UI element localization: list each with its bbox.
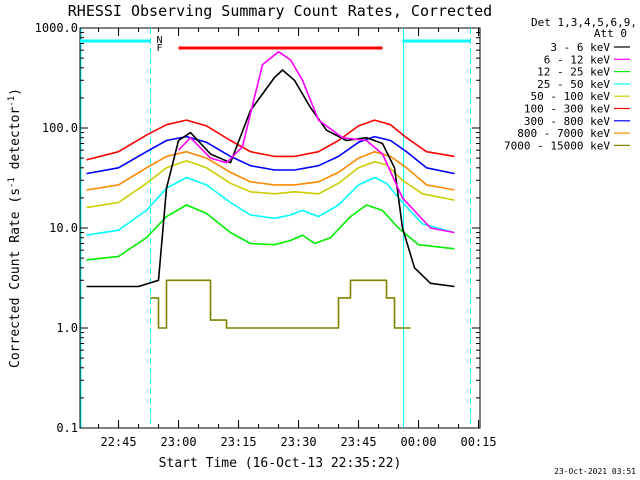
x-tick-label: 00:15 [460,435,496,449]
plot-frame [79,27,481,429]
y-tick-label: 0.1 [56,421,78,435]
y-axis-label-mid: detector [8,107,23,178]
legend-label: 6 - 12 keV [544,53,611,66]
series-line-1 [177,50,455,234]
attenuator-markers: NF [80,28,472,428]
series-line-5 [86,119,455,161]
y-tick-label: 10.0 [49,221,78,235]
x-tick-label: 23:30 [280,435,316,449]
legend-label: 25 - 50 keV [537,78,610,91]
legend-label: 12 - 25 keV [537,66,610,79]
legend-title-1: Det 1,3,4,5,6,9, [531,16,637,29]
y-tick-label: 1000.0 [35,21,78,35]
y-tick-label: 100.0 [42,121,78,135]
series-line-2 [86,204,455,261]
series-line-7 [86,150,455,191]
y-axis-label-main: Corrected Count Rate (s [8,188,23,368]
y-axis-label-end: ) [8,88,23,96]
y-axis: 0.1 1.0 10.0 100.0 1000.0 [35,21,480,435]
attenuator-label-n: N [157,35,163,46]
x-axis: 22:45 23:00 23:15 23:30 23:45 00:00 00:15 [98,28,497,449]
series-lines [86,50,455,329]
legend-label: 100 - 300 keV [524,103,610,116]
x-tick-label: 23:00 [160,435,196,449]
flare-label-f: F [157,43,163,54]
legend-label: 800 - 7000 keV [517,127,610,140]
x-tick-label: 00:00 [400,435,436,449]
series-line-6 [86,135,455,175]
series-line-0 [86,69,455,288]
chart-title: RHESSI Observing Summary Count Rates, Co… [68,2,492,20]
y-axis-label-sup-1: -1 [7,177,17,188]
legend-label: 7000 - 15000 keV [504,139,610,152]
y-axis-label-sup-2: -1 [7,96,17,107]
legend-label: 3 - 6 keV [550,41,610,54]
footer-date: 23-Oct-2021 03:51 [554,467,636,476]
x-tick-label: 23:45 [340,435,376,449]
x-axis-label: Start Time (16-Oct-13 22:35:22) [159,456,402,471]
legend-title-2: Att 0 [594,27,627,40]
x-tick-label: 22:45 [100,435,136,449]
y-axis-label: Corrected Count Rate (s-1 detector-1) [7,88,23,368]
y-tick-label: 1.0 [56,321,78,335]
legend-label: 300 - 800 keV [524,115,610,128]
legend-label: 50 - 100 keV [531,90,611,103]
series-line-8 [150,279,411,329]
x-tick-label: 23:15 [220,435,256,449]
